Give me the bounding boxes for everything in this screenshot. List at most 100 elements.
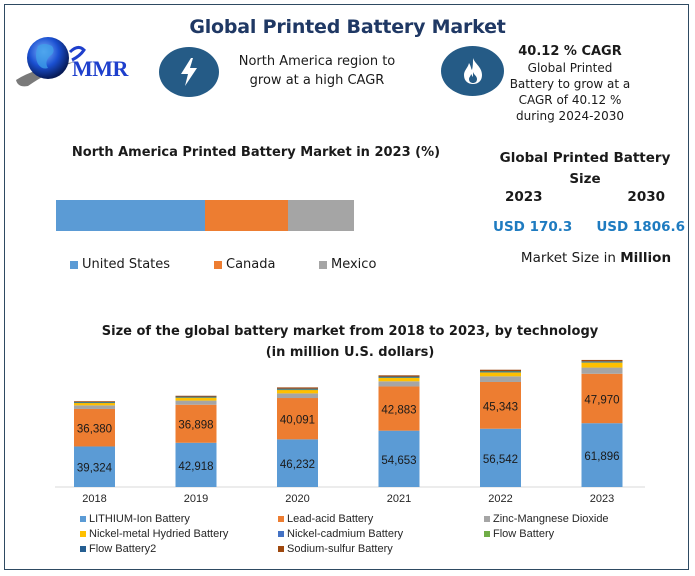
bar-segment-flow-battery2	[74, 401, 115, 403]
data-label: 42,883	[381, 405, 416, 417]
legend-swatch	[80, 546, 86, 552]
na-legend-item: United States	[70, 257, 214, 272]
bar-segment-nickel-metal-hydried-battery	[74, 402, 115, 406]
data-label: 56,542	[483, 454, 518, 466]
data-label: 54,653	[381, 455, 416, 467]
bar-segment-zinc-mangnese-dioxide	[480, 376, 521, 382]
legend-swatch	[70, 260, 78, 269]
tech-legend-item: Flow Battery	[484, 527, 644, 541]
legend-label: Mexico	[331, 257, 377, 272]
bar-segment-zinc-mangnese-dioxide	[74, 405, 115, 409]
bar-segment-lead-acid-battery	[74, 408, 115, 447]
legend-label: Sodium-sulfur Battery	[287, 543, 393, 555]
bar-segment-flow-battery	[277, 389, 318, 390]
legend-label: United States	[82, 257, 171, 272]
bar-segment-lead-acid-battery	[581, 373, 623, 424]
bar-segment-lithium-ion-battery	[480, 428, 521, 487]
market-size-values: USD 170.3 USD 1806.6	[485, 219, 685, 235]
legend-label: Nickel-cadmium Battery	[287, 528, 404, 540]
bar-segment-lithium-ion-battery	[277, 439, 318, 487]
flame-icon	[463, 58, 482, 84]
year-end: 2030	[627, 189, 665, 205]
bar-segment-nickel-cadmium-battery	[74, 402, 115, 404]
bar-segment-sodium-sulfur-battery	[480, 369, 521, 372]
bar-segment-sodium-sulfur-battery	[277, 387, 318, 389]
legend-swatch	[278, 531, 284, 537]
cagr-block: 40.12 % CAGR Global Printed Battery to g…	[505, 44, 635, 124]
data-label: 46,232	[280, 459, 315, 471]
page-title: Global Printed Battery Market	[189, 16, 506, 38]
bar-segment-nickel-cadmium-battery	[378, 377, 420, 378]
tech-legend-item: Nickel-metal Hydried Battery	[80, 527, 278, 541]
legend-swatch	[484, 531, 490, 537]
x-tick-label: 2022	[488, 493, 512, 505]
bar-segment-sodium-sulfur-battery	[175, 395, 217, 397]
flame-badge	[441, 46, 504, 96]
x-tick-label: 2019	[184, 493, 208, 505]
bar-segment-lithium-ion-battery	[175, 442, 217, 487]
bar-segment-nickel-cadmium-battery	[480, 371, 521, 373]
legend-label: LITHIUM-Ion Battery	[89, 513, 190, 525]
x-tick-label: 2023	[590, 493, 614, 505]
bar-segment-flow-battery	[581, 361, 623, 363]
legend-swatch	[80, 516, 86, 522]
value-end: USD 1806.6	[596, 219, 685, 235]
market-size-years: 2023 2030	[485, 189, 685, 205]
infographic-frame	[4, 4, 689, 570]
globe-icon	[16, 37, 86, 87]
bar-segment-sodium-sulfur-battery	[378, 375, 420, 377]
na-legend: United States Canada Mexico	[70, 257, 430, 272]
legend-swatch	[80, 531, 86, 537]
na-stacked-bar	[56, 200, 354, 231]
bar-segment-flow-battery2	[175, 396, 217, 398]
bar-segment-zinc-mangnese-dioxide	[378, 381, 420, 387]
bar-segment-flow-battery2	[480, 371, 521, 372]
legend-swatch	[278, 546, 284, 552]
tech-legend-item: Nickel-cadmium Battery	[278, 527, 484, 541]
bar-segment-flow-battery2	[581, 361, 623, 362]
legend-label: Flow Battery	[493, 528, 555, 540]
bar-segment-zinc-mangnese-dioxide	[175, 400, 217, 405]
x-tick-label: 2020	[285, 493, 309, 505]
value-start: USD 170.3	[493, 219, 573, 235]
x-tick-label: 2018	[82, 493, 106, 505]
bar-segment-zinc-mangnese-dioxide	[277, 393, 318, 399]
market-size-unit: Market Size in Million	[485, 250, 685, 266]
market-size-block: Global Printed Battery Size 2023 2030 US…	[485, 148, 685, 266]
legend-label: Nickel-metal Hydried Battery	[89, 528, 229, 540]
bar-segment-flow-battery	[74, 402, 115, 403]
data-label: 36,898	[178, 420, 213, 432]
data-label: 61,896	[584, 451, 619, 463]
bar-segment-nickel-cadmium-battery	[277, 389, 318, 391]
data-label: 42,918	[178, 461, 213, 473]
tech-legend-item: Zinc-Mangnese Dioxide	[484, 512, 644, 526]
tech-legend-item: LITHIUM-Ion Battery	[80, 512, 278, 526]
legend-swatch	[278, 516, 284, 522]
data-label: 39,324	[77, 463, 113, 475]
bar-segment-lithium-ion-battery	[74, 446, 115, 487]
data-label: 45,343	[483, 401, 518, 413]
tech-chart-title: Size of the global battery market from 2…	[101, 324, 599, 360]
data-label: 36,380	[77, 424, 112, 436]
bar-segment-nickel-metal-hydried-battery	[378, 377, 420, 382]
legend-swatch	[319, 260, 327, 269]
data-label: 47,970	[584, 394, 619, 406]
bar-segment-flow-battery	[175, 396, 217, 398]
bar-segment-flow-battery	[378, 376, 420, 378]
bar-segment-zinc-mangnese-dioxide	[581, 367, 623, 374]
bar-segment-sodium-sulfur-battery	[581, 359, 623, 362]
na-bar-segment-united-states	[56, 200, 205, 231]
bar-segment-nickel-metal-hydried-battery	[277, 389, 318, 394]
tech-legend-item: Sodium-sulfur Battery	[278, 542, 484, 556]
bar-segment-sodium-sulfur-battery	[74, 401, 115, 402]
logo-text: MMR	[72, 56, 128, 81]
legend-label: Flow Battery2	[89, 543, 157, 555]
bar-segment-lead-acid-battery	[480, 381, 521, 429]
na-bar-segment-mexico	[288, 200, 354, 231]
na-legend-item: Mexico	[319, 257, 419, 272]
na-bar-segment-canada	[205, 200, 289, 231]
bar-segment-lithium-ion-battery	[378, 430, 420, 487]
lightning-bolt-badge	[159, 47, 219, 97]
legend-swatch	[214, 260, 222, 269]
bar-segment-lead-acid-battery	[175, 404, 217, 443]
